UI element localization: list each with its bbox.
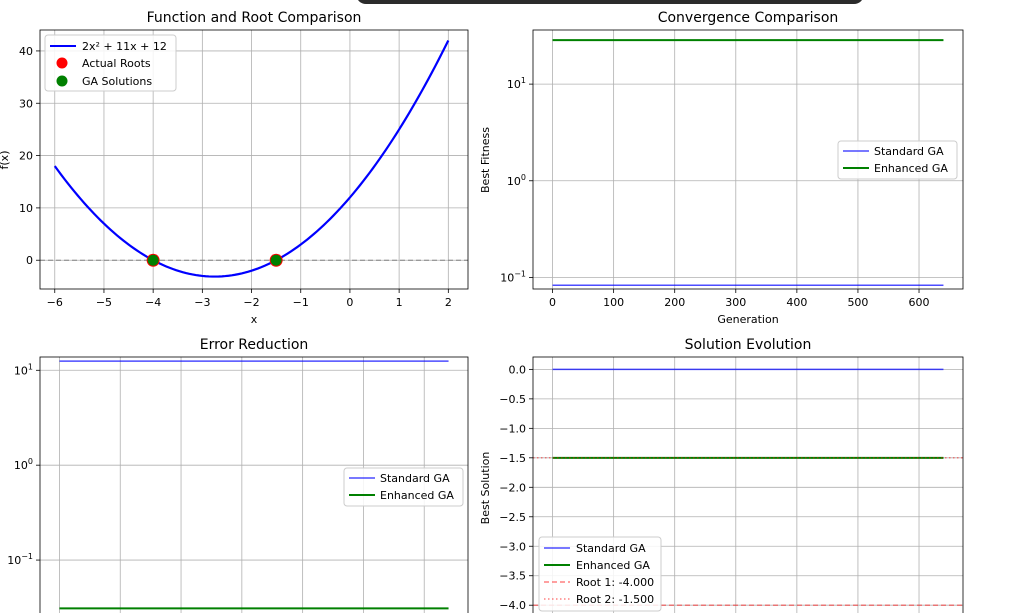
y-tick-label: 100 (507, 173, 526, 188)
y-tick-label: 0.0 (509, 363, 527, 376)
function-curve (53, 39, 450, 278)
chart-title: Function and Root Comparison (147, 10, 362, 26)
y-tick-label: 101 (507, 76, 526, 91)
legend-swatch-marker (56, 75, 68, 87)
x-tick-label: −5 (96, 296, 112, 309)
subplot-solution-evolution: Solution Evolution Best Solution 0.0 −0.5… (479, 337, 964, 613)
x-axis-label: Generation (717, 313, 778, 326)
x-tick-label: 300 (725, 296, 746, 309)
y-tick-label: 10 (19, 202, 33, 215)
legend-label: GA Solutions (82, 75, 152, 88)
root-marker (270, 254, 282, 266)
y-tick-label: 40 (19, 45, 33, 58)
legend-box (44, 34, 177, 92)
legend-label: Root 1: -4.000 (576, 576, 654, 589)
y-tick-label: 20 (19, 150, 33, 163)
x-tick-label: −2 (243, 296, 259, 309)
legend-label: Standard GA (874, 145, 944, 158)
window-title-bar (356, 0, 864, 4)
x-tick-label: 600 (909, 296, 930, 309)
y-tick-label: −1.5 (499, 452, 526, 465)
x-tick-label: 0 (549, 296, 556, 309)
y-tick-label: 0 (26, 254, 33, 267)
legend-label: Enhanced GA (380, 489, 454, 502)
y-tick-label: −2.0 (499, 481, 526, 494)
y-tick-label: −1.0 (499, 422, 526, 435)
y-tick-label: −2.5 (499, 511, 526, 524)
y-tick-label: −4.0 (499, 599, 526, 612)
y-tick-label: 30 (19, 97, 33, 110)
y-tick-label: 101 (14, 362, 33, 377)
legend: Standard GA Enhanced GA Root 1: -4.000 R… (538, 536, 662, 612)
legend-label: Enhanced GA (874, 162, 948, 175)
y-tick-label: −0.5 (499, 393, 526, 406)
legend: Standard GA Enhanced GA (837, 140, 958, 180)
plot-frame (39, 29, 469, 290)
plot-frame (532, 29, 964, 290)
x-tick-label: 0 (346, 296, 353, 309)
subplot-error-reduction: Error Reduction 10−1 100 101 Standard GA E… (7, 337, 469, 613)
legend: 2x² + 11x + 12 Actual Roots GA Solutions (44, 34, 177, 92)
subplot-convergence-comparison: Convergence Comparison Generation Best F… (479, 10, 964, 326)
y-axis-label: Best Fitness (479, 127, 492, 193)
subplot-function-root-comparison: Function and Root Comparison x f(x) −6 −5… (0, 10, 469, 326)
x-tick-label: 100 (603, 296, 624, 309)
x-tick-label: −3 (194, 296, 210, 309)
chart-title: Convergence Comparison (658, 10, 839, 26)
x-tick-label: −1 (293, 296, 309, 309)
chart-title: Error Reduction (200, 337, 309, 353)
legend-box (538, 536, 662, 612)
legend-label: Standard GA (380, 472, 450, 485)
x-tick-label: 1 (396, 296, 403, 309)
plot-frame (532, 356, 964, 613)
x-tick-label: 2 (445, 296, 452, 309)
y-tick-label: 10−1 (7, 552, 33, 567)
legend-label: Enhanced GA (576, 559, 650, 572)
x-tick-label: 400 (786, 296, 807, 309)
root-marker (147, 254, 159, 266)
legend-swatch-marker (56, 57, 68, 69)
legend: Standard GA Enhanced GA (343, 467, 464, 507)
y-axis-label: f(x) (0, 151, 11, 170)
legend-label: Actual Roots (82, 57, 151, 70)
x-tick-label: −6 (47, 296, 63, 309)
x-tick-label: 200 (664, 296, 685, 309)
y-tick-label: −3.0 (499, 540, 526, 553)
x-tick-label: −4 (145, 296, 161, 309)
legend-label: 2x² + 11x + 12 (82, 40, 167, 53)
y-axis-label: Best Solution (479, 452, 492, 525)
y-tick-label: −3.5 (499, 570, 526, 583)
y-tick-label: 100 (14, 457, 33, 472)
y-tick-label: 10−1 (500, 269, 526, 284)
x-axis-label: x (251, 313, 258, 326)
legend-label: Root 2: -1.500 (576, 593, 654, 606)
plot-frame (39, 356, 469, 613)
legend-label: Standard GA (576, 542, 646, 555)
chart-title: Solution Evolution (685, 337, 812, 353)
x-tick-label: 500 (847, 296, 868, 309)
